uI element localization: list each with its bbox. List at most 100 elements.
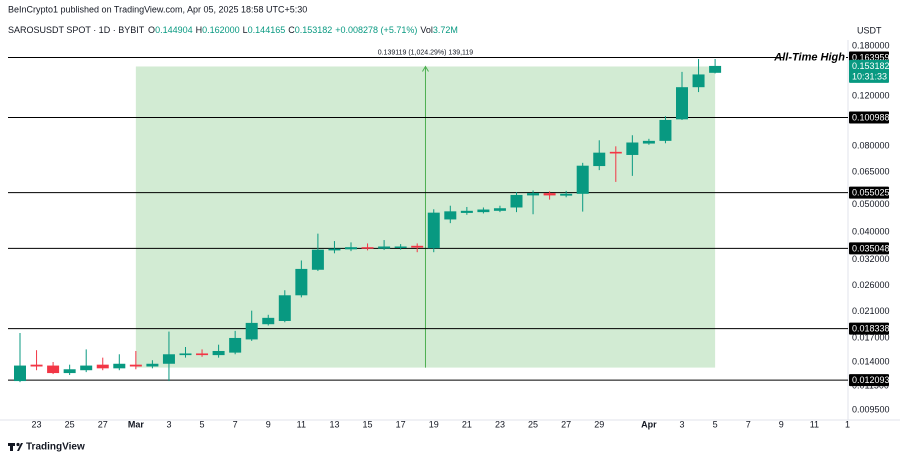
x-tick-label: Mar <box>128 419 145 429</box>
x-tick-label: 19 <box>429 419 439 429</box>
candle-body <box>642 140 655 144</box>
level-box <box>849 186 889 199</box>
candle-body <box>80 365 93 371</box>
legend-field-label: H <box>196 25 203 35</box>
legend-field-value: 0.144165 <box>248 25 286 35</box>
measure-label: 0.139119 (1,024.29%) 139,119 <box>378 49 474 56</box>
y-tick-label: 0.009500 <box>852 404 890 414</box>
level-box <box>849 374 889 387</box>
y-tick-label: 0.021000 <box>852 306 890 316</box>
countdown: 10:31:33 <box>852 71 887 81</box>
y-tick-label: 0.080000 <box>852 141 890 151</box>
y-tick-label: 0.180000 <box>852 40 890 50</box>
candle-body <box>378 246 391 249</box>
x-tick-label: 11 <box>810 419 819 429</box>
y-tick-label: 0.017000 <box>852 332 890 342</box>
candle-body <box>361 247 374 249</box>
candle-body <box>229 337 242 353</box>
candle-body <box>328 248 341 251</box>
candle-body <box>262 317 275 325</box>
candle-body <box>411 245 424 248</box>
symbol: SAROSUSDT SPOT · 1D · BYBIT <box>8 25 145 35</box>
candle-body <box>626 142 639 155</box>
candle-body <box>444 211 457 220</box>
candle-body <box>427 212 440 249</box>
y-tick-label: 0.014000 <box>852 356 890 366</box>
level-label: 0.163959 <box>852 52 890 62</box>
candle-body <box>47 365 60 374</box>
x-tick-label: 7 <box>746 419 751 429</box>
x-tick-label: 1 <box>845 419 850 429</box>
y-tick-label: 0.050000 <box>852 199 890 209</box>
x-tick-label: 29 <box>594 419 604 429</box>
x-tick-label: 3 <box>679 419 684 429</box>
candle-body <box>212 350 225 356</box>
x-tick-label: 23 <box>495 419 505 429</box>
candle-body <box>394 246 407 249</box>
x-tick-label: Apr <box>641 419 657 429</box>
annotation-bg <box>784 50 846 65</box>
candle-body <box>96 364 109 369</box>
currency: USDT <box>857 25 882 35</box>
legend-field-label: L <box>243 25 248 35</box>
candle-body <box>576 165 589 194</box>
footer-logo <box>8 442 23 451</box>
volume-label: Vol <box>420 25 433 35</box>
candle-body <box>609 151 622 154</box>
candle-body <box>245 322 258 340</box>
level-label: 0.018338 <box>852 323 890 333</box>
level-label: 0.012093 <box>852 375 890 385</box>
x-tick-label: 15 <box>363 419 373 429</box>
x-tick-label: 9 <box>779 419 784 429</box>
x-tick-label: 23 <box>32 419 42 429</box>
candle-body <box>295 268 308 296</box>
legend-field-value: 0.162000 <box>202 25 240 35</box>
x-tick-label: 5 <box>713 419 718 429</box>
x-tick-label: 25 <box>65 419 75 429</box>
y-tick-label: 0.032000 <box>852 254 890 264</box>
change: +0.008278 (+5.71%) <box>335 25 417 35</box>
candle-body <box>527 193 540 196</box>
y-tick-label: 0.065000 <box>852 166 890 176</box>
candle-body <box>593 152 606 167</box>
level-label: 0.035048 <box>852 243 890 253</box>
candle-body <box>477 209 490 213</box>
candle-body <box>113 363 126 369</box>
candle-body <box>692 74 705 88</box>
symbol-legend: SAROSUSDT SPOT · 1D · BYBIT O0.144904 H0.1… <box>8 25 458 35</box>
candle-body <box>560 193 573 196</box>
candle-body <box>196 353 209 356</box>
legend-field-value: 0.153182 <box>295 25 333 35</box>
last-price-box <box>849 59 889 83</box>
published-note: BeInCrypto1 published on TradingView.com… <box>8 4 307 14</box>
level-label: 0.055025 <box>852 187 890 197</box>
candle-body <box>345 247 357 250</box>
y-tick-label: 0.026000 <box>852 280 890 290</box>
y-tick-label: 0.040000 <box>852 226 890 236</box>
level-box <box>849 111 889 124</box>
candle-body <box>146 363 159 367</box>
volume: 3.72M <box>433 25 458 35</box>
measure-arrowhead <box>422 65 429 72</box>
footer-brand: TradingView <box>26 442 85 453</box>
x-tick-label: 9 <box>266 419 271 429</box>
x-tick-label: 27 <box>98 419 108 429</box>
candle-body <box>179 353 192 356</box>
x-tick-label: 25 <box>528 419 538 429</box>
x-tick-label: 3 <box>166 419 171 429</box>
legend-field-value: 0.144904 <box>155 25 193 35</box>
candle-body <box>493 208 506 211</box>
x-tick-label: 21 <box>462 419 472 429</box>
x-tick-label: 13 <box>329 419 339 429</box>
last-price-label: 0.153182 <box>852 61 890 71</box>
candle-body <box>510 194 523 208</box>
candle-body <box>676 87 688 120</box>
candle-body <box>460 210 473 213</box>
x-tick-label: 7 <box>233 419 238 429</box>
candle-body <box>63 369 76 374</box>
candle-body <box>659 119 672 141</box>
y-tick-label: 0.120000 <box>852 91 890 101</box>
x-tick-label: 5 <box>200 419 205 429</box>
x-tick-label: 17 <box>396 419 406 429</box>
